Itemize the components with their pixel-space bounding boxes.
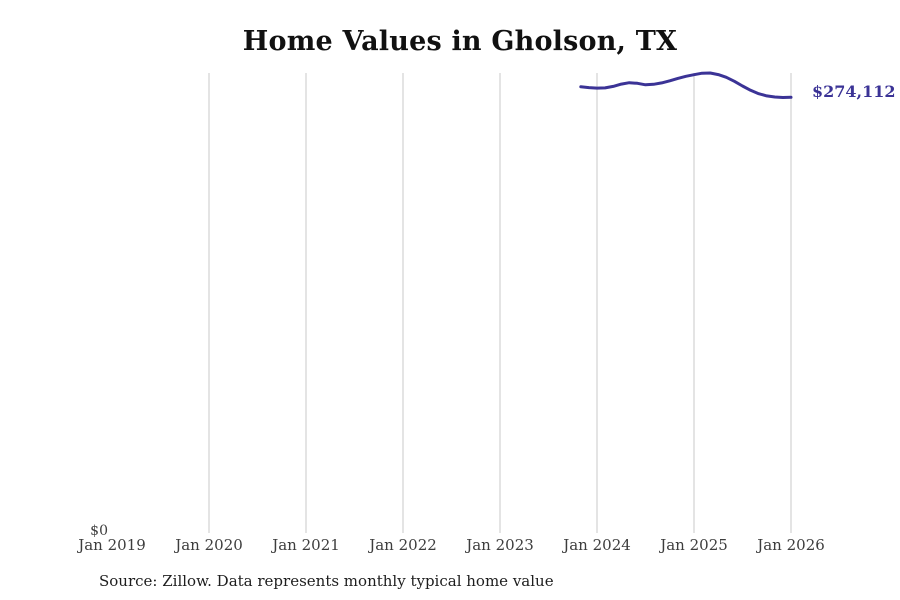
x-axis-tick-label: Jan 2020 xyxy=(175,536,243,554)
x-axis-tick-label: Jan 2023 xyxy=(466,536,534,554)
source-note: Source: Zillow. Data represents monthly … xyxy=(99,572,554,590)
latest-value-label: $274,112 xyxy=(812,82,896,101)
x-axis-tick-label: Jan 2021 xyxy=(272,536,340,554)
x-axis-tick-label: Jan 2026 xyxy=(757,536,825,554)
gridlines xyxy=(208,73,792,533)
home-value-line xyxy=(579,71,793,99)
chart-title: Home Values in Gholson, TX xyxy=(242,26,678,57)
x-axis-tick-label: Jan 2024 xyxy=(563,536,631,554)
x-axis-tick-label: Jan 2022 xyxy=(369,536,437,554)
x-axis-tick-label: Jan 2025 xyxy=(660,536,728,554)
x-axis-tick-label: Jan 2019 xyxy=(78,536,146,554)
x-axis: Jan 2019 Jan 2020 Jan 2021 Jan 2022 Jan 2023… xyxy=(0,536,900,558)
y-axis-zero-label: $0 xyxy=(90,523,108,539)
